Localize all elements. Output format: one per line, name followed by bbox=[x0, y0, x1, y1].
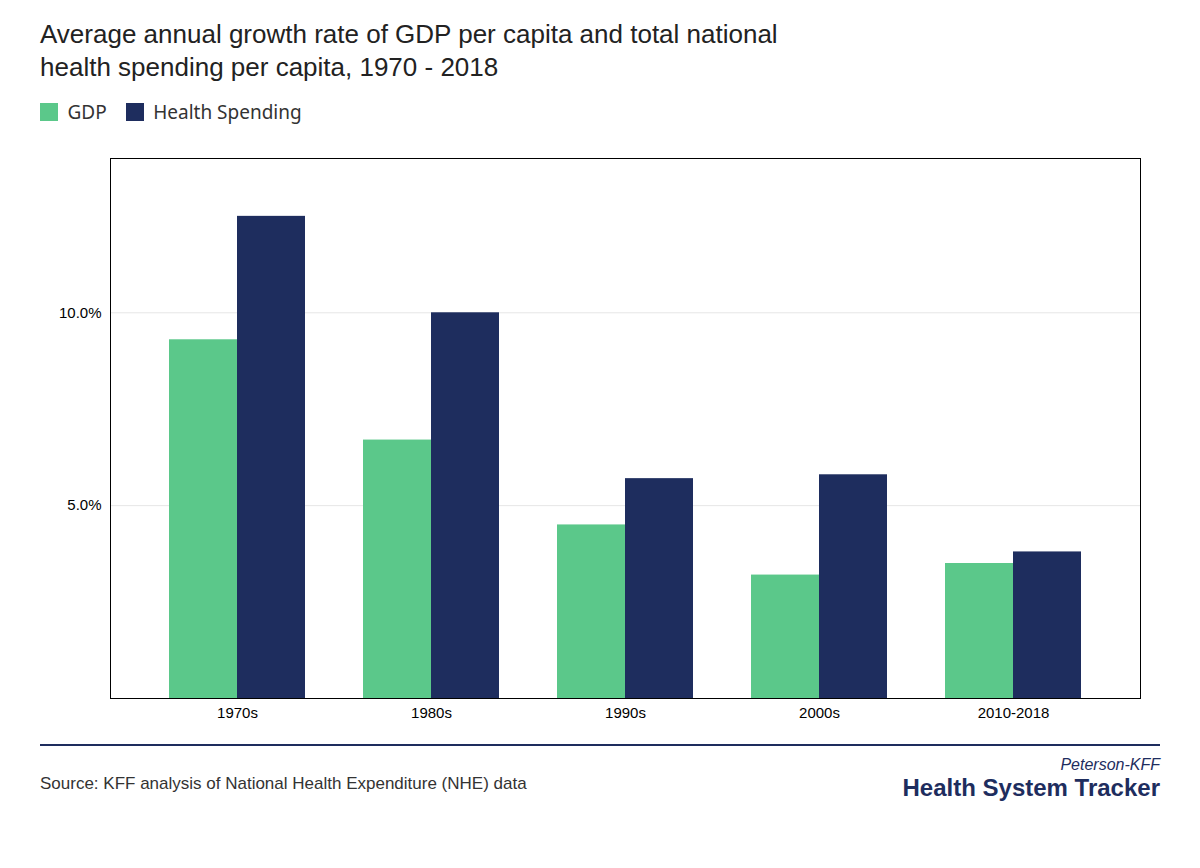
html-text:Health System Tracker: Health System Tracker bbox=[902, 773, 1160, 801]
html-text:Average annual growth rate of: Average annual growth rate of GDP per ca… bbox=[40, 19, 778, 82]
svg-text:1980s: 1980s bbox=[411, 704, 452, 721]
html-text:Health Spending: Health Spending bbox=[153, 98, 302, 125]
svg-text:10.0%: 10.0% bbox=[59, 303, 102, 320]
html-text:Source: KFF analysis of Nation: Source: KFF analysis of National Health … bbox=[40, 773, 527, 793]
svg-text:2000s: 2000s bbox=[799, 704, 840, 721]
svg-text:2010-2018: 2010-2018 bbox=[978, 704, 1050, 721]
html-text:Peterson-KFF: Peterson-KFF bbox=[1060, 755, 1160, 773]
svg-text:5.0%: 5.0% bbox=[67, 496, 101, 513]
svg-text:1970s: 1970s bbox=[217, 704, 258, 721]
html-text:GDP: GDP bbox=[67, 98, 107, 125]
svg-text:1990s: 1990s bbox=[605, 704, 646, 721]
